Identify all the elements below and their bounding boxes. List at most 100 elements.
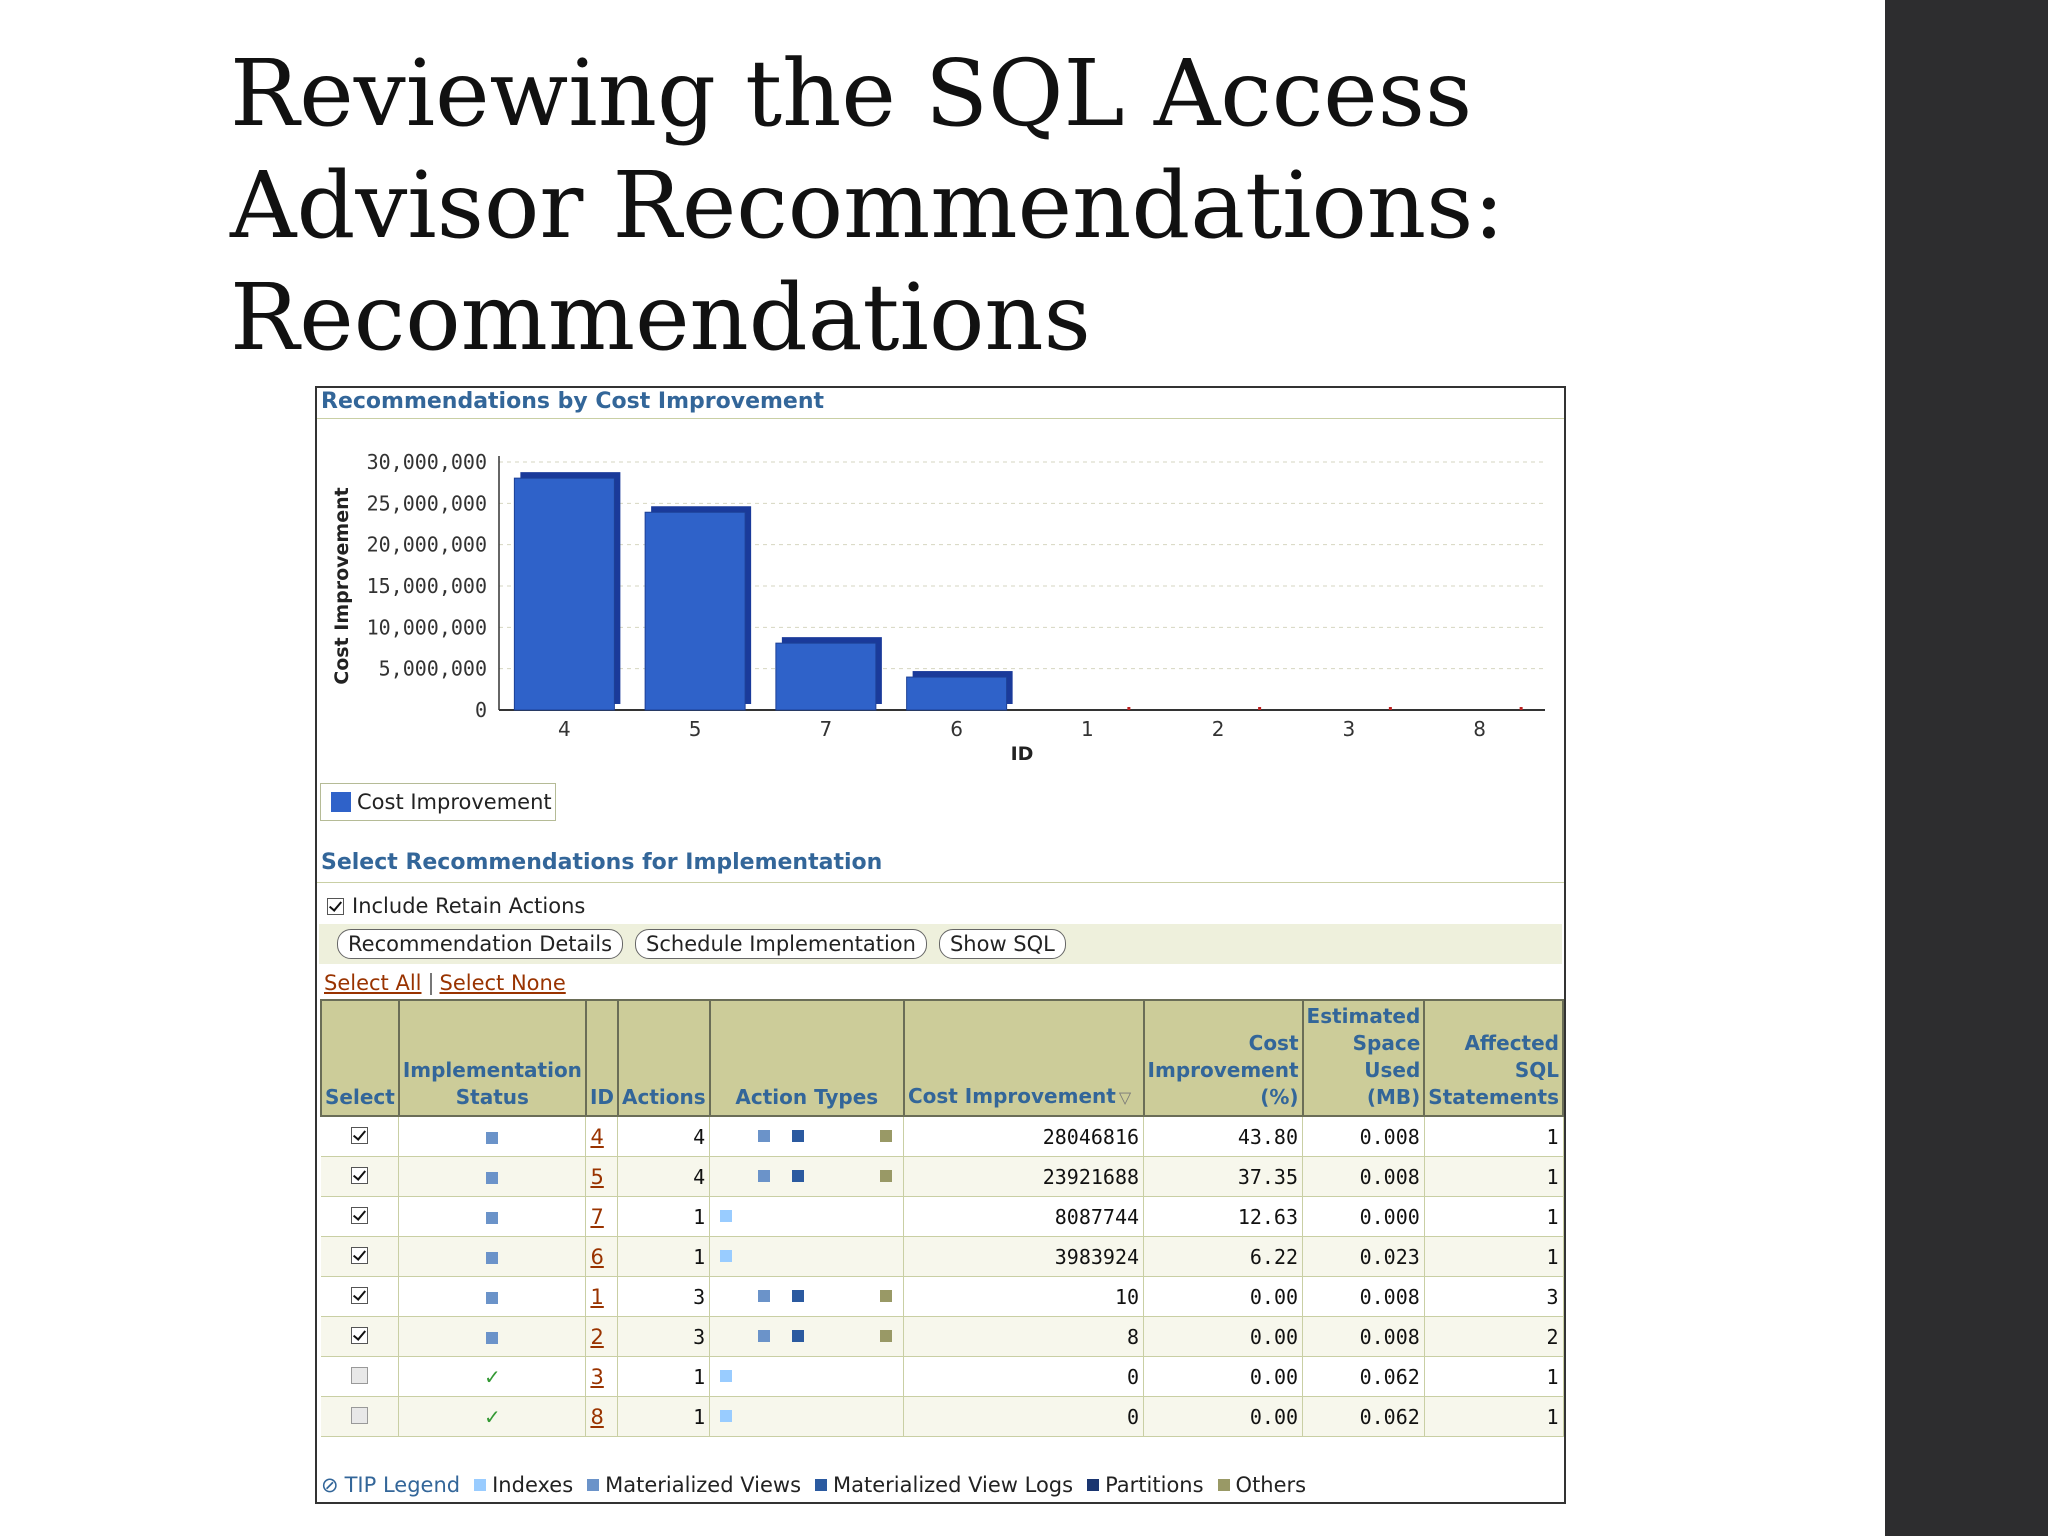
row-select-checkbox[interactable] xyxy=(351,1206,369,1224)
recommendation-id-link[interactable]: 8 xyxy=(590,1404,604,1429)
pending-status-icon xyxy=(486,1211,499,1224)
link-separator xyxy=(429,973,432,995)
tip-legend-swatch xyxy=(474,1479,487,1491)
select-cell[interactable] xyxy=(321,1396,400,1437)
x-tick-label: 1 xyxy=(1081,717,1094,741)
cost-cell: 28046816 xyxy=(903,1116,1145,1157)
select-cell[interactable] xyxy=(321,1236,400,1277)
select-cell[interactable] xyxy=(321,1276,400,1317)
include-retain-option[interactable]: Include Retain Actions xyxy=(327,894,585,918)
bar xyxy=(1127,707,1131,710)
cost-cell: 8087744 xyxy=(903,1196,1145,1237)
include-retain-checkbox[interactable] xyxy=(327,897,344,915)
select-cell[interactable] xyxy=(321,1356,400,1397)
slide-title: Reviewing the SQL Access Advisor Recomme… xyxy=(230,38,1790,374)
row-select-checkbox[interactable] xyxy=(351,1166,369,1184)
space-cell: 0.023 xyxy=(1302,1236,1425,1277)
show-sql-button[interactable]: Show SQL xyxy=(938,929,1066,959)
col-id[interactable]: ID xyxy=(584,999,619,1117)
action-type-other-icon xyxy=(880,1170,893,1182)
action-toolbar: Recommendation Details Schedule Implemen… xyxy=(319,924,1562,964)
bar xyxy=(644,511,746,711)
actions-cell: 3 xyxy=(617,1276,711,1317)
select-cell[interactable] xyxy=(321,1316,400,1357)
actions-cell: 4 xyxy=(617,1156,711,1197)
action-type-index-icon xyxy=(720,1210,733,1222)
action-types-cell xyxy=(709,1196,905,1237)
affected-cell: 1 xyxy=(1424,1156,1564,1197)
row-select-checkbox[interactable] xyxy=(351,1126,369,1144)
affected-cell: 1 xyxy=(1424,1116,1564,1157)
status-cell xyxy=(398,1156,587,1197)
col-actions[interactable]: Actions xyxy=(616,999,711,1117)
row-select-checkbox[interactable] xyxy=(351,1326,369,1344)
col-action-types[interactable]: Action Types xyxy=(708,999,905,1117)
x-tick-label: 4 xyxy=(558,717,571,741)
action-types-cell xyxy=(709,1396,905,1437)
action-type-mview-icon xyxy=(758,1330,771,1342)
cost-pct-cell: 0.00 xyxy=(1143,1316,1304,1357)
action-type-index-icon xyxy=(720,1410,733,1422)
slide-title-line: Advisor Recommendations: xyxy=(230,152,1505,259)
schedule-implementation-button[interactable]: Schedule Implementation xyxy=(635,929,927,959)
select-cell[interactable] xyxy=(321,1156,400,1197)
action-types-cell xyxy=(709,1316,905,1357)
id-cell[interactable]: 2 xyxy=(585,1316,619,1357)
id-cell[interactable]: 7 xyxy=(585,1196,619,1237)
row-select-checkbox[interactable] xyxy=(351,1286,369,1304)
action-type-mview-icon xyxy=(758,1290,771,1302)
recommendation-id-link[interactable]: 2 xyxy=(590,1324,604,1349)
tip-legend-label: Others xyxy=(1235,1473,1307,1497)
actions-cell: 4 xyxy=(617,1116,711,1157)
space-cell: 0.008 xyxy=(1302,1156,1425,1197)
affected-cell: 1 xyxy=(1424,1396,1564,1437)
select-all-link[interactable]: Select All xyxy=(324,971,422,995)
action-type-other-icon xyxy=(880,1130,893,1142)
col-cost-pct[interactable]: Cost Improvement (%) xyxy=(1142,999,1304,1117)
recommendations-table: Select Implementation Status ID Actions … xyxy=(320,999,1564,1437)
col-affected-sql[interactable]: Affected SQL Statements xyxy=(1423,999,1564,1117)
id-cell[interactable]: 4 xyxy=(585,1116,619,1157)
id-cell[interactable]: 8 xyxy=(585,1396,619,1437)
select-cell[interactable] xyxy=(321,1116,400,1157)
recommendation-id-link[interactable]: 7 xyxy=(590,1204,604,1229)
row-select-checkbox[interactable] xyxy=(351,1246,369,1264)
table-row: 2 3 8 0.00 0.008 2 xyxy=(321,1316,1564,1357)
x-tick-label: 5 xyxy=(689,717,702,741)
select-none-link[interactable]: Select None xyxy=(439,971,566,995)
select-cell[interactable] xyxy=(321,1196,400,1237)
col-status[interactable]: Implementation Status xyxy=(397,999,587,1117)
action-type-other-icon xyxy=(880,1290,893,1302)
recommendation-id-link[interactable]: 4 xyxy=(590,1124,604,1149)
sort-descending-icon[interactable]: ▽ xyxy=(1118,1088,1132,1107)
slide-side-bar xyxy=(1885,0,2048,1536)
id-cell[interactable]: 1 xyxy=(585,1276,619,1317)
recommendation-id-link[interactable]: 5 xyxy=(590,1164,604,1189)
affected-cell: 2 xyxy=(1424,1316,1564,1357)
id-cell[interactable]: 5 xyxy=(585,1156,619,1197)
recommendation-details-button[interactable]: Recommendation Details xyxy=(337,929,624,959)
actions-cell: 3 xyxy=(617,1316,711,1357)
x-tick-label: 2 xyxy=(1212,717,1225,741)
y-tick-label: 0 xyxy=(475,698,487,722)
row-select-checkbox[interactable] xyxy=(351,1406,369,1424)
y-tick-label: 5,000,000 xyxy=(379,657,487,681)
recommendation-id-link[interactable]: 6 xyxy=(590,1244,604,1269)
recommendation-id-link[interactable]: 3 xyxy=(590,1364,604,1389)
space-cell: 0.008 xyxy=(1302,1276,1425,1317)
table-row: 1 3 10 0.00 0.008 3 xyxy=(321,1276,1564,1317)
recommendation-id-link[interactable]: 1 xyxy=(590,1284,604,1309)
id-cell[interactable]: 3 xyxy=(585,1356,619,1397)
row-select-checkbox[interactable] xyxy=(351,1366,369,1384)
space-cell: 0.062 xyxy=(1302,1396,1425,1437)
affected-cell: 1 xyxy=(1424,1356,1564,1397)
col-select[interactable]: Select xyxy=(320,999,400,1117)
table-header-row: Select Implementation Status ID Actions … xyxy=(320,999,1564,1117)
id-cell[interactable]: 6 xyxy=(585,1236,619,1277)
col-space-used[interactable]: Estimated Space Used (MB) xyxy=(1301,999,1426,1117)
tip-legend-item: Partitions xyxy=(1087,1473,1204,1497)
table-row: 7 1 8087744 12.63 0.000 1 xyxy=(321,1196,1564,1237)
col-cost-improvement[interactable]: Cost Improvement ▽ xyxy=(902,999,1145,1117)
cost-pct-cell: 0.00 xyxy=(1143,1396,1304,1437)
tip-legend-item: Materialized View Logs xyxy=(815,1473,1073,1497)
